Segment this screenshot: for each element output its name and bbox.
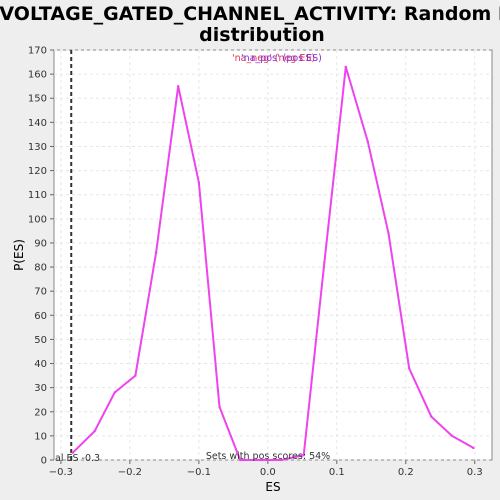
data-point: [197, 181, 201, 184]
legend-entry-neg: 'na_neg' (neg ES): [232, 53, 315, 64]
legend: 'na_neg' (neg ES) 'na_pos' (pos ES): [232, 53, 322, 64]
x-tick-label: −0.3: [49, 467, 73, 478]
y-tick-label: 70: [34, 287, 47, 298]
data-point: [430, 415, 433, 418]
y-tick-label: 20: [34, 407, 47, 418]
series-points: [71, 65, 475, 462]
data-point: [344, 65, 347, 69]
actual-es-label: al ES -0.3: [55, 453, 100, 464]
x-tick-label: −0.2: [118, 467, 142, 478]
data-point: [93, 429, 96, 433]
legend-entry-pos: 'na_pos' (pos ES): [241, 53, 322, 64]
x-tick-label: 0.0: [260, 467, 276, 478]
chart-title-line-2: distribution: [199, 24, 325, 46]
y-tick-label: 80: [34, 263, 47, 274]
y-tick-label: 90: [34, 238, 47, 249]
y-tick-label: 30: [34, 383, 47, 394]
data-point: [472, 446, 475, 450]
data-point: [323, 261, 326, 264]
data-point: [218, 405, 221, 409]
x-axis-label: ES: [265, 480, 280, 494]
y-tick-label: 0: [41, 456, 47, 467]
data-point: [239, 458, 242, 462]
y-tick-label: 170: [28, 46, 47, 57]
grid-lines: [54, 49, 492, 461]
y-tick-label: 60: [34, 311, 47, 322]
data-point: [176, 84, 180, 88]
y-axis-ticks: 0 10 20 30 40 50 60 70 80 90 100 110 120 130 140 150 160…: [28, 46, 54, 467]
y-tick-label: 120: [28, 166, 47, 177]
y-tick-label: 110: [28, 190, 47, 201]
x-axis-ticks: −0.3 −0.2 −0.1 0.0 0.1 0.2 0.3: [49, 460, 483, 478]
y-tick-label: 150: [28, 94, 47, 105]
x-tick-label: −0.1: [187, 467, 211, 478]
x-tick-label: 0.1: [329, 467, 345, 478]
pos-scores-annotation: Sets with pos scores: 54%: [206, 451, 330, 462]
data-point: [387, 232, 390, 235]
data-point: [154, 251, 158, 254]
x-tick-label: 0.3: [467, 467, 483, 478]
chart-title-line-1: VOLTAGE_GATED_CHANNEL_ACTIVITY: Random E…: [0, 3, 500, 25]
y-axis-label: P(ES): [12, 239, 26, 271]
plot-area: [53, 49, 493, 461]
data-point: [259, 458, 263, 462]
y-tick-label: 130: [28, 142, 47, 153]
data-point: [280, 458, 283, 462]
y-tick-label: 140: [28, 118, 47, 129]
data-point: [302, 453, 305, 457]
y-tick-label: 160: [28, 70, 47, 81]
y-tick-label: 100: [28, 214, 47, 225]
x-tick-label: 0.2: [398, 467, 414, 478]
series-line: [71, 65, 474, 461]
data-point: [71, 451, 74, 454]
y-tick-label: 50: [34, 335, 47, 346]
data-point: [408, 367, 411, 370]
data-point: [450, 434, 454, 438]
data-point: [366, 140, 370, 143]
data-point: [113, 391, 116, 394]
y-tick-label: 10: [34, 431, 47, 442]
y-tick-label: 40: [34, 359, 47, 370]
data-point: [134, 374, 137, 377]
